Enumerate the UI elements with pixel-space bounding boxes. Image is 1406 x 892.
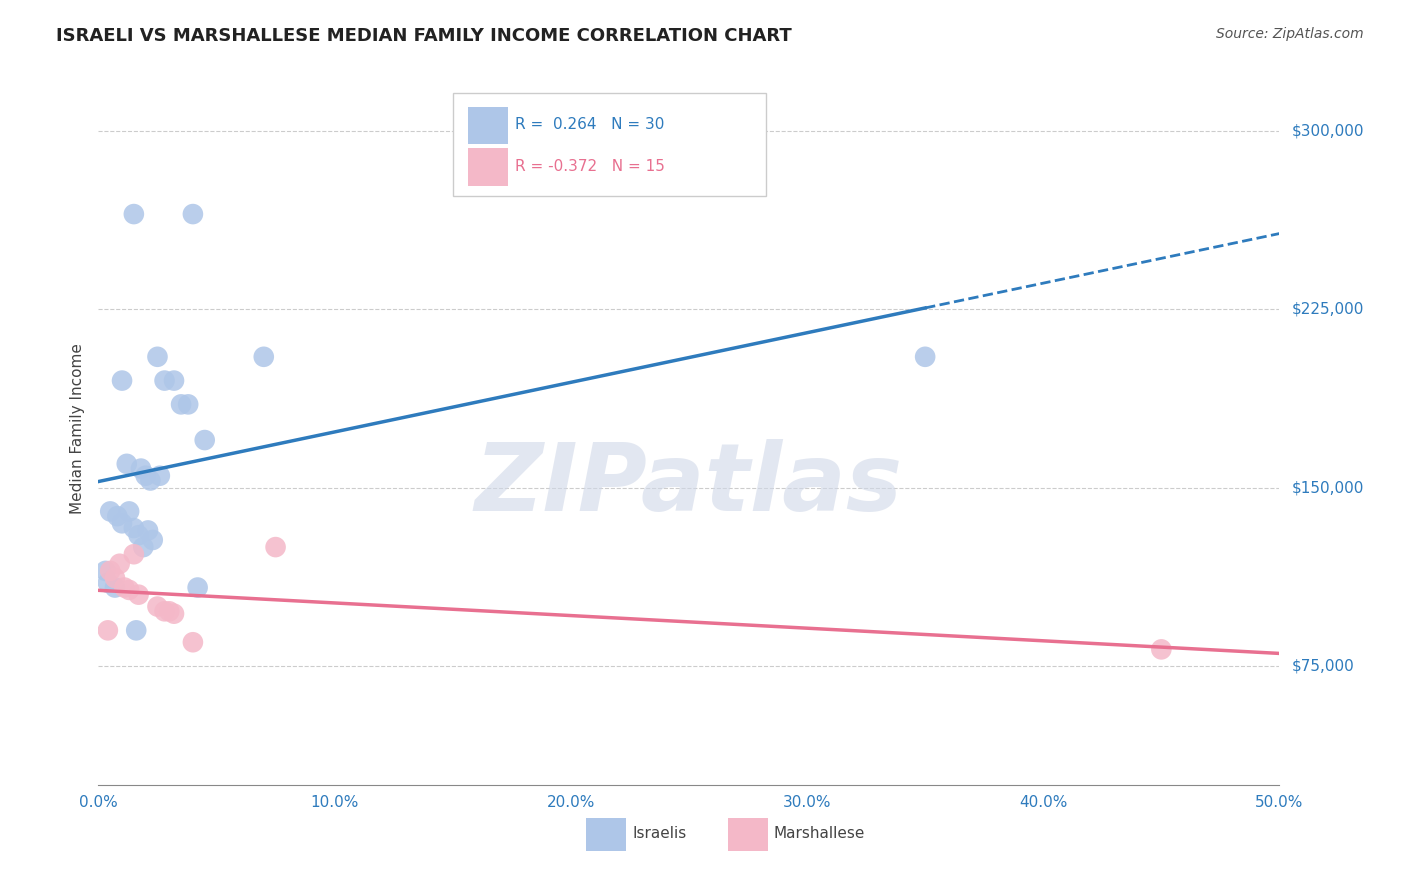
- Text: ISRAELI VS MARSHALLESE MEDIAN FAMILY INCOME CORRELATION CHART: ISRAELI VS MARSHALLESE MEDIAN FAMILY INC…: [56, 27, 792, 45]
- Point: [104, 571, 127, 585]
- Point: [111, 516, 134, 531]
- Point: [153, 374, 176, 388]
- Y-axis label: Median Family Income: Median Family Income: [69, 343, 84, 514]
- Point: [149, 468, 172, 483]
- Point: [128, 588, 150, 602]
- Text: ZIPatlas: ZIPatlas: [475, 439, 903, 532]
- Point: [146, 599, 169, 614]
- Point: [97, 575, 120, 590]
- Point: [94, 564, 117, 578]
- Point: [108, 557, 131, 571]
- Point: [118, 504, 141, 518]
- FancyBboxPatch shape: [586, 818, 626, 851]
- Text: $150,000: $150,000: [1291, 480, 1364, 495]
- Point: [128, 528, 150, 542]
- FancyBboxPatch shape: [468, 107, 508, 145]
- Text: R =  0.264   N = 30: R = 0.264 N = 30: [516, 117, 665, 132]
- Point: [181, 635, 204, 649]
- Text: Marshallese: Marshallese: [773, 826, 865, 841]
- Point: [264, 540, 287, 554]
- Point: [125, 624, 148, 638]
- Point: [98, 564, 121, 578]
- Point: [129, 461, 152, 475]
- Point: [97, 624, 120, 638]
- Point: [98, 504, 121, 518]
- Point: [177, 397, 200, 411]
- FancyBboxPatch shape: [453, 93, 766, 196]
- Point: [104, 581, 127, 595]
- Point: [914, 350, 936, 364]
- Text: R = -0.372   N = 15: R = -0.372 N = 15: [516, 160, 665, 175]
- Text: $75,000: $75,000: [1291, 658, 1354, 673]
- Point: [163, 374, 186, 388]
- Text: $225,000: $225,000: [1291, 301, 1364, 317]
- Point: [1150, 642, 1173, 657]
- Point: [153, 604, 176, 618]
- Text: Israelis: Israelis: [633, 826, 686, 841]
- Point: [115, 457, 138, 471]
- Point: [136, 524, 159, 538]
- Point: [187, 581, 209, 595]
- Point: [142, 533, 165, 547]
- Point: [181, 207, 204, 221]
- Point: [157, 604, 180, 618]
- FancyBboxPatch shape: [468, 148, 508, 186]
- Point: [122, 547, 145, 561]
- Text: Source: ZipAtlas.com: Source: ZipAtlas.com: [1216, 27, 1364, 41]
- Point: [112, 581, 135, 595]
- Point: [135, 468, 157, 483]
- Point: [132, 540, 155, 554]
- Point: [194, 433, 217, 447]
- FancyBboxPatch shape: [728, 818, 768, 851]
- Text: $300,000: $300,000: [1291, 123, 1364, 138]
- Point: [105, 509, 128, 524]
- Point: [122, 521, 145, 535]
- Point: [253, 350, 276, 364]
- Point: [146, 350, 169, 364]
- Point: [139, 474, 162, 488]
- Point: [118, 582, 141, 597]
- Point: [170, 397, 193, 411]
- Point: [163, 607, 186, 621]
- Point: [111, 374, 134, 388]
- Point: [122, 207, 145, 221]
